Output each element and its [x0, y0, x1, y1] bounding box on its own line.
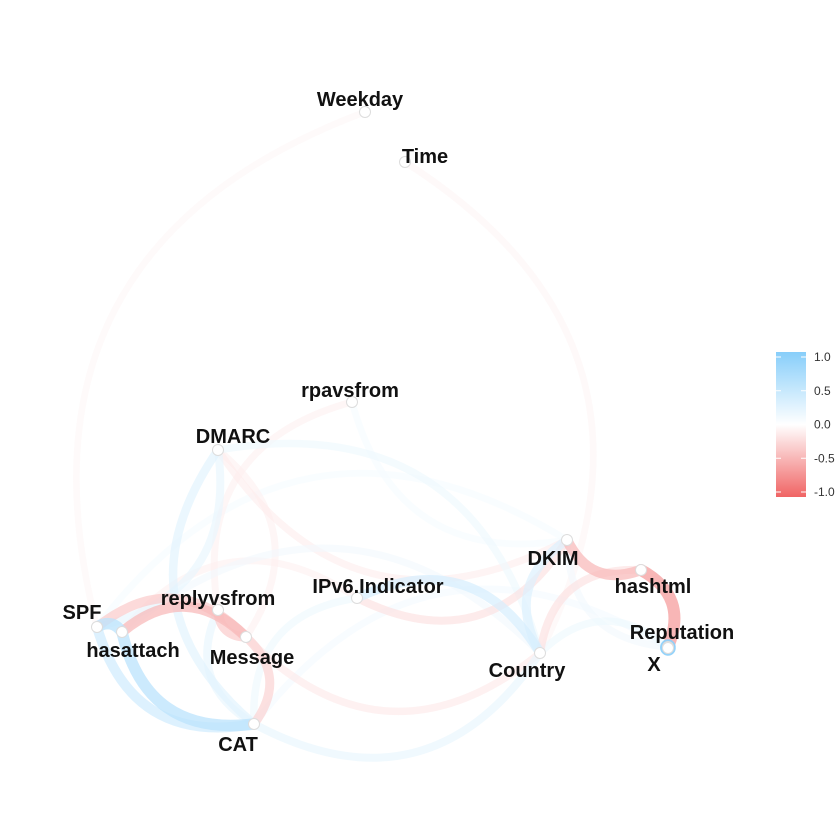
node-label-cat: CAT [218, 734, 258, 756]
node-label-rpavsfrom: rpavsfrom [301, 380, 399, 402]
legend-tick-label: 1.0 [814, 350, 831, 364]
edge-hasattach-cat [116, 626, 260, 732]
legend-ticks: 1.0 0.5 0.0 -0.5 -1.0 [776, 350, 835, 499]
legend-tick-label: 0.5 [814, 384, 831, 398]
edge-hashtml-reputation [635, 564, 681, 653]
node-hasattach [116, 626, 128, 638]
edge-country-message [242, 633, 544, 716]
node-label-spf: SPF [63, 602, 102, 624]
edge-spf-dkim [93, 469, 571, 631]
node-replyvsfrom [212, 604, 224, 616]
edges-layer [73, 108, 681, 762]
node-x [662, 642, 674, 654]
edge-dmarc-message [214, 446, 279, 641]
node-label-ipv6: IPv6.Indicator [312, 576, 443, 598]
edge-dkim-ipv6 [353, 536, 571, 625]
edge-cat-x [250, 585, 672, 728]
edge-reputation-country [536, 617, 672, 657]
nodes-layer [91, 106, 674, 730]
node-spf [91, 621, 103, 633]
edge-hasattach-country [118, 544, 544, 657]
node-message [240, 631, 252, 643]
node-label-dkim: DKIM [527, 548, 578, 570]
node-country [534, 647, 546, 659]
legend-tick-label: -0.5 [814, 451, 835, 465]
edge-message-cat [241, 632, 275, 729]
node-dkim [561, 534, 573, 546]
edge-dmarc-spf [93, 446, 225, 631]
node-label-reputation: Reputation [630, 622, 734, 644]
node-cat [248, 718, 260, 730]
node-rpavsfrom [346, 396, 358, 408]
node-label-time: Time [402, 146, 448, 168]
node-label-replyvsfrom: replyvsfrom [161, 588, 276, 610]
edge-time-country [401, 158, 597, 657]
node-label-dmarc: DMARC [196, 426, 270, 448]
node-label-x: X [647, 654, 661, 676]
node-weekday [359, 106, 371, 118]
edge-weekday-spf [73, 108, 369, 631]
edge-country-cat [250, 649, 544, 762]
node-time [399, 156, 411, 168]
edge-ipv6-cat [250, 594, 361, 728]
edge-rpavsfrom-dkim [348, 398, 571, 548]
node-label-country: Country [489, 660, 567, 682]
node-label-hashtml: hashtml [615, 576, 692, 598]
node-label-hasattach: hasattach [86, 640, 179, 662]
legend-tick-label: -1.0 [814, 485, 835, 499]
edge-dkim-reputation [563, 536, 672, 651]
edge-dkim-hashtml [561, 534, 647, 581]
color-legend: 1.0 0.5 0.0 -0.5 -1.0 [776, 350, 835, 499]
edge-ipv6-country [352, 575, 545, 658]
node-label-message: Message [210, 647, 295, 669]
node-ipv6 [351, 592, 363, 604]
node-dmarc [212, 444, 224, 456]
labels-layer: Weekday Time rpavsfrom DMARC DKIM hashtml IPv6… [63, 89, 735, 756]
node-hashtml [635, 564, 647, 576]
node-label-weekday: Weekday [317, 89, 404, 111]
legend-tick-label: 0.0 [814, 418, 831, 432]
edge-dmarc-dkim [214, 446, 571, 584]
edge-hasattach-message [116, 601, 252, 643]
